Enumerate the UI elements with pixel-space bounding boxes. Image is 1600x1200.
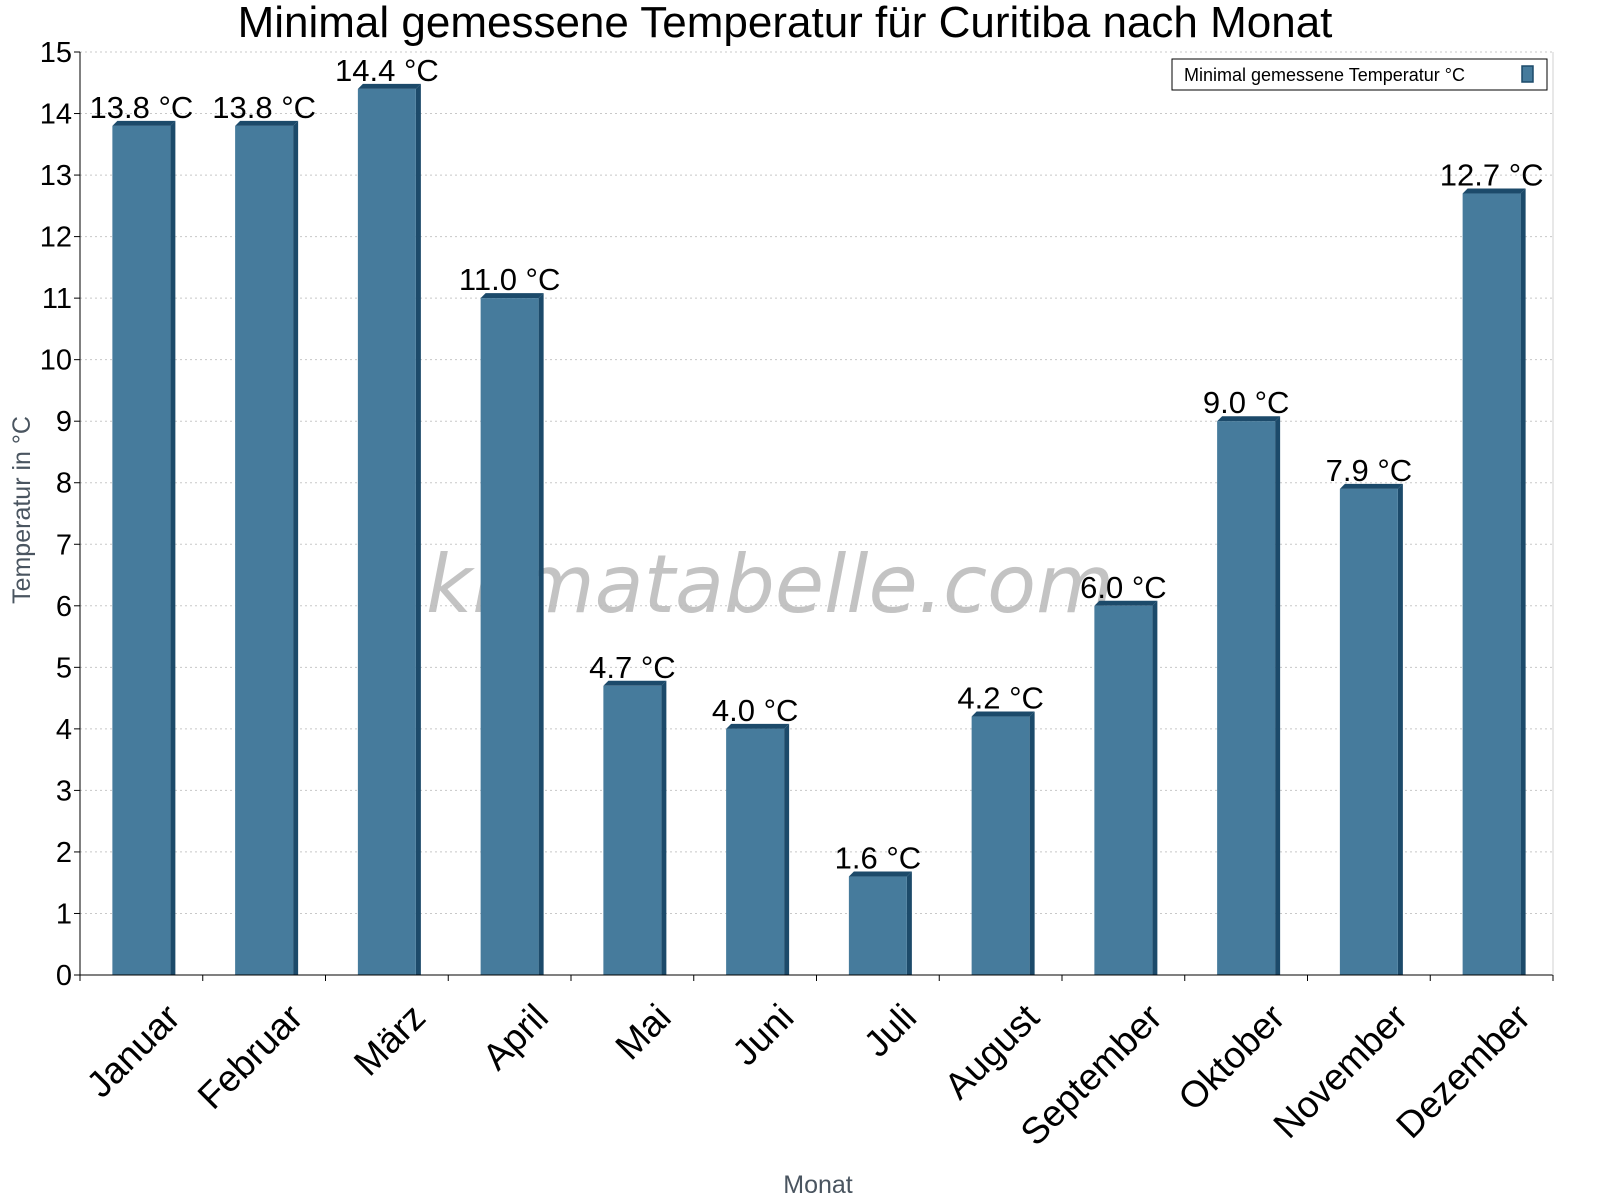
x-tick-label: Mai [608,996,679,1067]
y-tick-label: 8 [56,468,72,500]
x-tick-label: Juli [856,996,924,1064]
y-tick-label: 9 [56,406,72,438]
bar-front [1094,605,1153,975]
legend-label: Minimal gemessene Temperatur °C [1184,65,1465,85]
y-tick-label: 14 [40,99,72,131]
bar-side [661,680,667,975]
y-tick-label: 3 [56,775,72,807]
x-tick-label: Februar [190,996,311,1117]
bar-front [357,88,416,976]
bar [480,293,544,976]
bar [1094,600,1158,975]
x-tick-label: Juni [724,996,801,1073]
y-tick-label: 11 [42,283,72,315]
bar-front [603,685,662,975]
bar-top [480,293,544,299]
bar-side [784,723,790,975]
bar [235,120,299,976]
bar-top [112,120,176,126]
x-tick-label: April [475,996,556,1077]
x-tick-label: Oktober [1170,996,1292,1118]
x-tick-label: Dezember [1388,996,1538,1146]
bar-side [1397,483,1403,975]
bar-top [1462,188,1526,194]
bar [112,120,176,976]
bar-front [235,125,294,976]
data-label: 9.0 °C [1203,385,1290,420]
bar-side [538,293,544,976]
data-label: 1.6 °C [835,841,922,876]
data-label: 6.0 °C [1080,570,1167,605]
y-tick-label: 0 [56,960,72,992]
y-tick-label: 10 [40,345,72,377]
x-tick-label: März [346,996,433,1083]
bar [848,871,912,975]
data-label: 14.4 °C [335,53,439,88]
data-label: 12.7 °C [1440,158,1544,193]
legend: Minimal gemessene Temperatur °C [1171,58,1548,91]
y-tick-label: 5 [56,652,72,684]
x-axis-title: Monat [783,1171,853,1199]
bar-top [1094,600,1158,606]
bar-side [1029,711,1035,975]
chart-title: Minimal gemessene Temperatur für Curitib… [238,0,1333,47]
bar [971,711,1035,975]
bars [112,83,1526,976]
bar-side [1152,600,1158,975]
data-label: 4.0 °C [712,693,799,728]
bar-side [293,120,299,976]
legend-swatch [1521,65,1534,83]
x-tick-label: November [1266,996,1416,1146]
grid [80,51,1553,914]
bar-top [603,680,667,686]
bar-front [971,716,1030,975]
bar-top [1339,483,1403,489]
y-tick-label: 13 [40,160,72,192]
bar-side [1275,416,1281,975]
bar-front [726,728,785,975]
bar [1217,416,1281,975]
bar-top [971,711,1035,717]
data-label: 7.9 °C [1326,453,1413,488]
data-label: 13.8 °C [90,90,194,125]
data-label: 11.0 °C [459,262,560,297]
bar [357,83,421,976]
bar-top [357,83,421,89]
data-label: 4.7 °C [589,650,676,685]
bar-front [1339,488,1398,975]
bar [1339,483,1403,975]
y-tick-label: 1 [56,898,72,930]
bar-top [235,120,299,126]
bar-side [170,120,176,976]
bar-side [415,83,421,976]
y-axis-title: Temperatur in °C [8,416,36,604]
bar-side [1520,188,1526,975]
y-tick-label: 2 [56,837,72,869]
bar-front [1462,193,1521,975]
data-label: 4.2 °C [957,681,1044,716]
bar-front [112,125,171,976]
bar-front [848,876,907,975]
bar [603,680,667,975]
bar-front [480,298,539,976]
bar-top [848,871,912,877]
y-tick-label: 4 [56,714,72,746]
y-tick-label: 15 [40,37,72,69]
bar-top [726,723,790,729]
bar-top [1217,416,1281,422]
x-tick-label: Januar [79,996,188,1105]
x-tick-label: August [937,996,1048,1107]
data-label: 13.8 °C [212,90,316,125]
y-tick-label: 12 [40,222,72,254]
y-tick-label: 7 [56,529,72,561]
bar [726,723,790,975]
legend-box [1171,58,1548,91]
bar-side [906,871,912,975]
bar [1462,188,1526,975]
data-labels: 13.8 °C 13.8 °C 14.4 °C 11.0 °C 4.7 °C 4.0 °C… [90,53,1544,876]
y-tick-label: 6 [56,591,72,623]
bar-front [1217,421,1276,975]
